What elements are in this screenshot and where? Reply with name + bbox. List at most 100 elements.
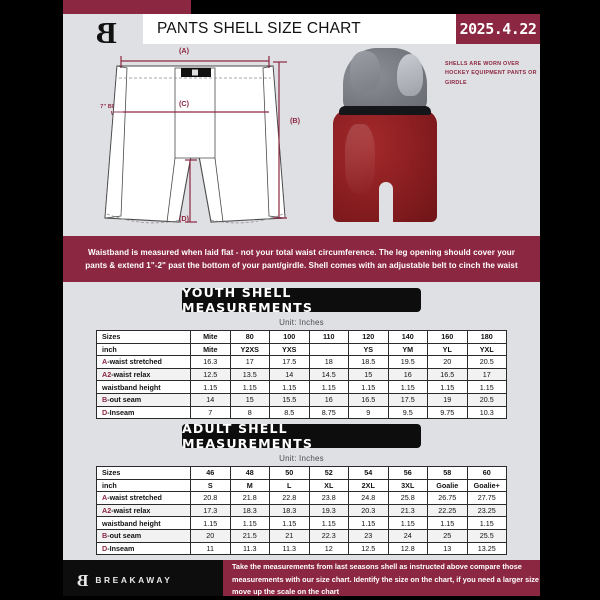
table-row: D-Inseam 11 11.3 11.3 12 12.5 12.8 13 13.25 bbox=[96, 541, 507, 556]
table-cell: 8.5 bbox=[269, 405, 310, 420]
row-label-prefix: B bbox=[102, 531, 108, 541]
table-cell: 11.3 bbox=[229, 541, 270, 556]
table-cell: 1.15 bbox=[229, 380, 270, 394]
table-cell: 20.5 bbox=[466, 355, 507, 369]
table-cell: 20 bbox=[190, 528, 231, 543]
shell-worn-note: SHELLS ARE WORN OVER HOCKEY EQUIPMENT PA… bbox=[445, 61, 537, 86]
adult-measurements-table: Sizes 46 48 50 52 54 56 58 60 inch S M L XL 2XL 3XL Goal… bbox=[96, 466, 507, 556]
table-cell: 100 bbox=[269, 330, 310, 344]
youth-section-title: YOUTH SHELL MEASUREMENTS bbox=[182, 285, 421, 315]
pants-line-drawing: (A) (C) (B) (D) bbox=[71, 46, 321, 232]
table-cell: 1.15 bbox=[308, 380, 349, 394]
table-cell: 56 bbox=[387, 466, 428, 480]
table-row: Sizes Mite 80 100 110 120 140 160 180 bbox=[96, 330, 507, 344]
table-cell: 24 bbox=[387, 528, 428, 543]
row-label: B-out seam bbox=[96, 392, 191, 407]
table-cell: Goalie bbox=[427, 478, 468, 493]
table-cell: 21 bbox=[269, 528, 310, 543]
table-cell: 58 bbox=[427, 466, 468, 480]
table-cell: 23.25 bbox=[466, 503, 507, 518]
row-label: A-waist stretched bbox=[96, 491, 191, 505]
table-cell: 12.8 bbox=[387, 541, 428, 556]
table-cell: 22.25 bbox=[427, 503, 468, 518]
table-row: B-out seam 14 15 15.5 16 16.5 17.5 19 20.5 bbox=[96, 392, 507, 407]
table-cell: 1.15 bbox=[387, 516, 428, 530]
table-cell: 9 bbox=[348, 405, 389, 420]
table-cell: 1.15 bbox=[229, 516, 270, 530]
date-value: 2025.4.22 bbox=[459, 20, 537, 38]
row-label: A2-waist relax bbox=[96, 367, 191, 382]
table-cell: 11.3 bbox=[269, 541, 310, 556]
table-cell: 22.8 bbox=[269, 491, 310, 505]
table-row: B-out seam 20 21.5 21 22.3 23 24 25 25.5 bbox=[96, 528, 507, 543]
table-cell: 8 bbox=[229, 405, 270, 420]
table-cell: 120 bbox=[348, 330, 389, 344]
measurement-diagram: 7" BELOW WAIST bbox=[63, 46, 540, 232]
table-cell: Mite bbox=[190, 342, 231, 357]
table-cell: 19 bbox=[427, 392, 468, 407]
table-cell: 14.5 bbox=[308, 367, 349, 382]
page-title: PANTS SHELL SIZE CHART bbox=[157, 20, 361, 37]
table-cell: 19.5 bbox=[387, 355, 428, 369]
table-cell: 13.5 bbox=[229, 367, 270, 382]
table-cell: Y2XS bbox=[229, 342, 270, 357]
table-cell: 1.15 bbox=[308, 516, 349, 530]
table-cell: XL bbox=[308, 478, 349, 493]
table-cell: 15 bbox=[348, 367, 389, 382]
table-cell: 1.15 bbox=[269, 516, 310, 530]
table-cell: 160 bbox=[427, 330, 468, 344]
table-row: D-Inseam 7 8 8.5 8.75 9 9.5 9.75 10.3 bbox=[96, 405, 507, 420]
adult-section-title: ADULT SHELL MEASUREMENTS bbox=[182, 421, 421, 451]
table-cell: 18.5 bbox=[348, 355, 389, 369]
table-cell: L bbox=[269, 478, 310, 493]
table-cell: 17 bbox=[466, 367, 507, 382]
row-label-prefix: A bbox=[102, 493, 108, 503]
table-cell: 16.3 bbox=[190, 355, 231, 369]
table-cell: 1.15 bbox=[348, 516, 389, 530]
row-label: A-waist stretched bbox=[96, 355, 191, 369]
table-cell: 26.75 bbox=[427, 491, 468, 505]
table-cell: 24.8 bbox=[348, 491, 389, 505]
row-label-prefix: A2 bbox=[102, 505, 112, 515]
table-cell: 25.5 bbox=[466, 528, 507, 543]
bottom-accent-bar bbox=[63, 596, 540, 600]
table-cell: 1.15 bbox=[387, 380, 428, 394]
table-cell: 180 bbox=[466, 330, 507, 344]
table-cell: 46 bbox=[190, 466, 231, 480]
youth-unit-label: Unit: Inches bbox=[279, 318, 324, 327]
row-label: Sizes bbox=[96, 466, 191, 480]
title-box: PANTS SHELL SIZE CHART bbox=[143, 14, 456, 44]
red-pant-shell bbox=[333, 110, 437, 222]
table-cell: 17.5 bbox=[387, 392, 428, 407]
row-label-prefix: D bbox=[102, 407, 108, 417]
table-cell: YS bbox=[348, 342, 389, 357]
table-cell: 20.5 bbox=[466, 392, 507, 407]
table-cell: 10.3 bbox=[466, 405, 507, 420]
table-cell: 21.3 bbox=[387, 503, 428, 518]
table-cell: 16 bbox=[308, 392, 349, 407]
row-label-prefix: A2 bbox=[102, 369, 112, 379]
top-accent-bar bbox=[63, 0, 540, 14]
table-cell: 3XL bbox=[387, 478, 428, 493]
row-label: D-Inseam bbox=[96, 405, 191, 420]
table-cell: 1.15 bbox=[466, 380, 507, 394]
table-cell: 14 bbox=[190, 392, 231, 407]
table-row: waistband height 1.15 1.15 1.15 1.15 1.15 1.15… bbox=[96, 380, 507, 394]
row-label-prefix: D bbox=[102, 543, 108, 553]
row-label: D-Inseam bbox=[96, 541, 191, 556]
table-cell: YM bbox=[387, 342, 428, 357]
table-cell: 12.5 bbox=[190, 367, 231, 382]
table-row: inch S M L XL 2XL 3XL Goalie Goalie+ bbox=[96, 478, 507, 493]
table-cell: 23.8 bbox=[308, 491, 349, 505]
pants-svg bbox=[104, 56, 287, 224]
table-cell: 1.15 bbox=[466, 516, 507, 530]
table-cell: 19.3 bbox=[308, 503, 349, 518]
row-label: A2-waist relax bbox=[96, 503, 191, 518]
table-cell: 17.5 bbox=[269, 355, 310, 369]
table-cell: 80 bbox=[229, 330, 270, 344]
table-cell: Mite bbox=[190, 330, 231, 344]
table-row: waistband height 1.15 1.15 1.15 1.15 1.15 1.15… bbox=[96, 516, 507, 530]
top-accent-maroon bbox=[63, 0, 191, 14]
table-cell: 1.15 bbox=[427, 516, 468, 530]
